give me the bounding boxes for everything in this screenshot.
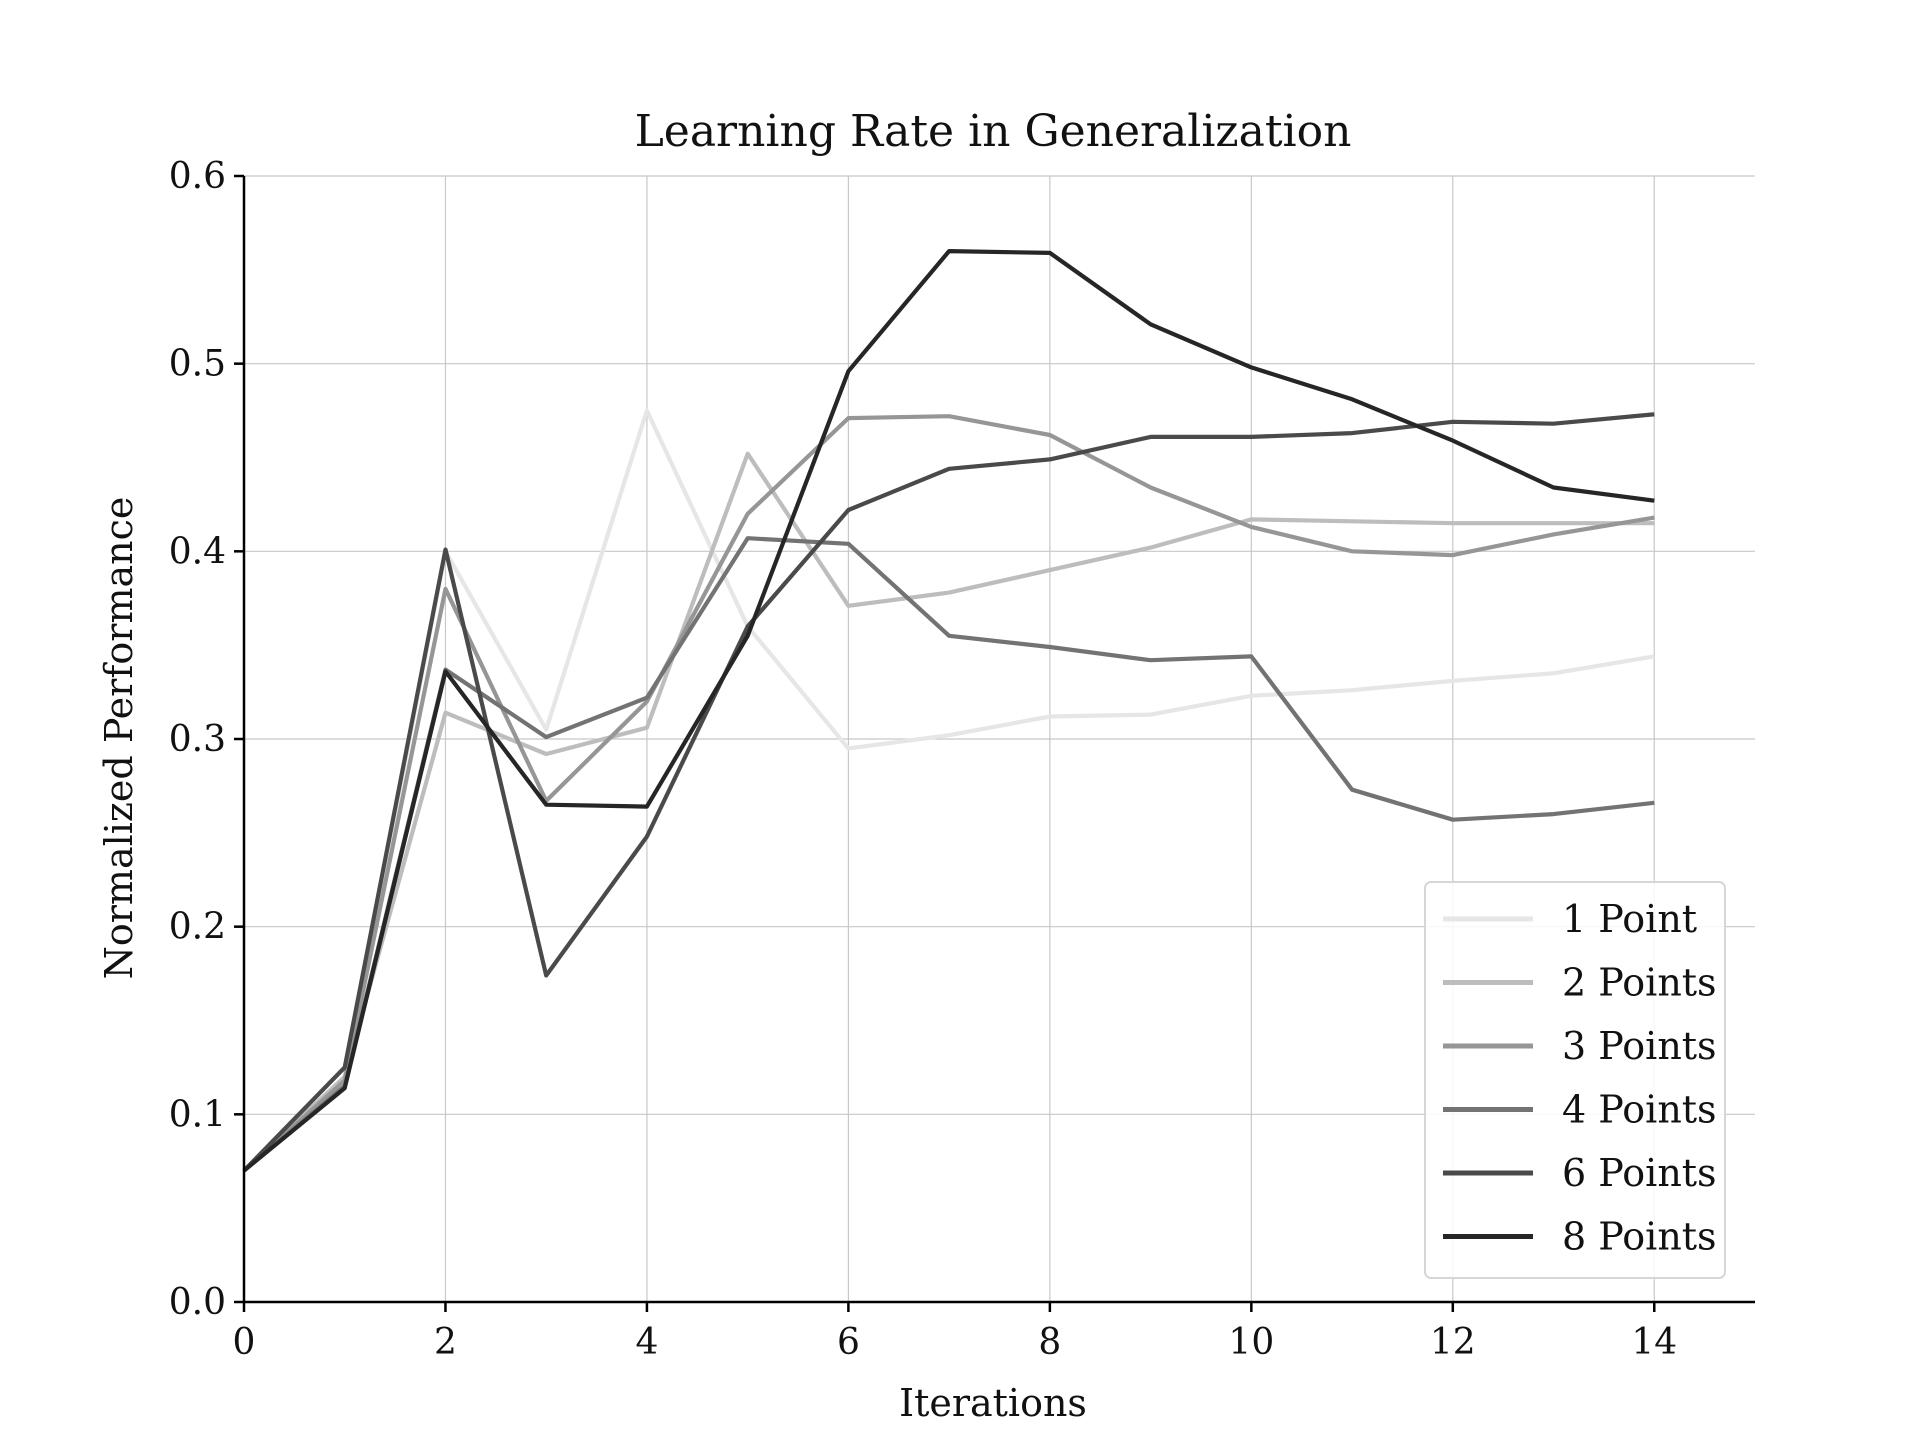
tick-labels: 0 2 4 6 8 10 12 14 0.0 0.1 0.2 0.3 0.4 0.5 0.6	[169, 156, 1677, 1363]
x-tick-label: 2	[434, 1322, 457, 1363]
legend-label: 8 Points	[1562, 1215, 1717, 1259]
y-tick-label: 0.0	[169, 1282, 226, 1323]
legend-label: 3 Points	[1562, 1024, 1717, 1068]
legend-label: 2 Points	[1562, 961, 1717, 1005]
x-tick-label: 14	[1631, 1322, 1677, 1363]
series-lines	[242, 249, 1655, 1173]
y-tick-label: 0.5	[169, 344, 226, 385]
series-line-8-points	[242, 249, 1655, 1173]
y-tick-label: 0.4	[169, 531, 226, 572]
legend: 1 Point 2 Points 3 Points 4 Points 6 Points 8…	[1424, 881, 1726, 1279]
y-tick-label: 0.3	[169, 719, 226, 760]
series-line-1-point	[242, 408, 1655, 1173]
series-line-2-points	[242, 451, 1655, 1173]
x-tick-label: 12	[1430, 1322, 1476, 1363]
x-tick-label: 8	[1038, 1322, 1061, 1363]
chart-title: Learning Rate in Generalization	[635, 106, 1352, 157]
series-line-3-points	[242, 414, 1655, 1173]
x-tick-label: 6	[837, 1322, 860, 1363]
y-tick-label: 0.6	[169, 156, 226, 197]
legend-label: 6 Points	[1562, 1151, 1717, 1195]
y-tick-label: 0.1	[169, 1094, 226, 1135]
legend-label: 4 Points	[1562, 1088, 1717, 1132]
y-tick-label: 0.2	[169, 907, 226, 948]
x-axis-label: Iterations	[899, 1381, 1087, 1425]
y-axis-label: Normalized Performance	[97, 497, 141, 980]
x-tick-label: 0	[233, 1322, 256, 1363]
x-tick-label: 4	[635, 1322, 658, 1363]
legend-label: 1 Point	[1562, 897, 1697, 941]
x-tick-label: 10	[1228, 1322, 1274, 1363]
